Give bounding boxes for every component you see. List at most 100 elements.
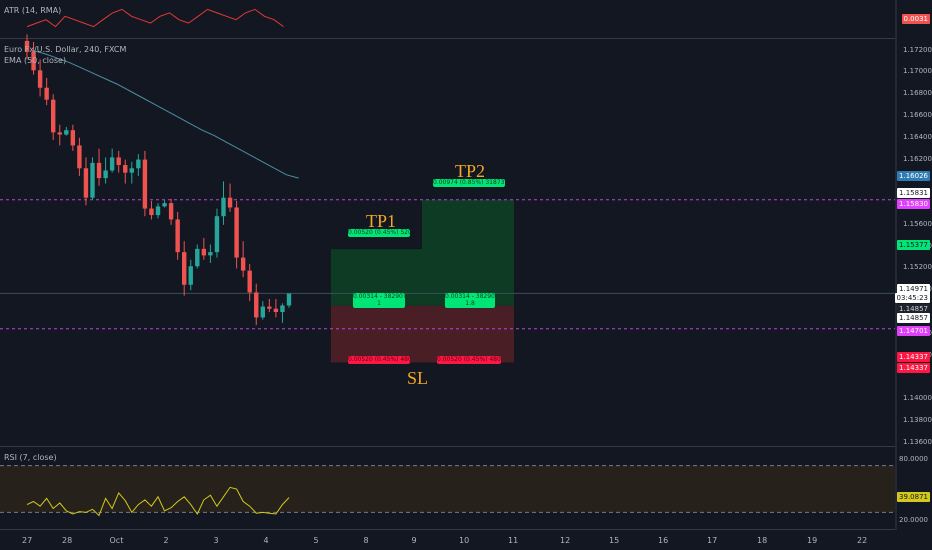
atr-value-tag: 0.0031 xyxy=(901,14,930,24)
price-tag: 1.15831 xyxy=(897,188,930,198)
price-tag: 1.14857 xyxy=(897,313,930,323)
time-axis-label: 19 xyxy=(807,536,818,545)
price-axis-label: 1.13800 xyxy=(903,415,932,424)
price-axis-label: 1.16800 xyxy=(903,89,932,98)
time-axis-label: 12 xyxy=(560,536,571,545)
time-axis-label: 10 xyxy=(459,536,470,545)
price-tag: 1.14337 xyxy=(897,352,930,362)
price-axis-label: 1.17000 xyxy=(903,67,932,76)
time-axis-label: 17 xyxy=(707,536,718,545)
candle-body xyxy=(168,203,174,220)
tp1-label: TP1 xyxy=(366,211,397,231)
price-axis-label: 1.15200 xyxy=(903,263,932,272)
price-axis-label: 1.16600 xyxy=(903,111,932,120)
candle-body xyxy=(31,51,36,71)
price-tag: 1.15830 xyxy=(897,199,930,209)
candle-body xyxy=(103,170,108,179)
rsi-level-20: 20.0000 xyxy=(899,516,928,524)
price-axis-label: 1.16400 xyxy=(903,132,932,141)
time-axis-label: 27 xyxy=(22,536,33,545)
time-axis-label: 18 xyxy=(757,536,768,545)
candle-body xyxy=(57,132,62,135)
candle-body xyxy=(149,208,154,216)
candle-body xyxy=(280,305,285,312)
candle-body xyxy=(162,203,167,207)
atr-title: ATR (14, RMA) xyxy=(4,6,62,15)
price-tag: 1.15377 xyxy=(897,240,930,250)
candle-body xyxy=(227,197,233,208)
price-tag: 1.16026 xyxy=(897,171,930,181)
time-axis-label: 3 xyxy=(213,536,219,545)
candle-body xyxy=(286,293,292,306)
candle-body xyxy=(44,87,49,100)
rsi-level-80: 80.0000 xyxy=(899,455,928,463)
time-axis-label: 4 xyxy=(263,536,269,545)
candle-body xyxy=(129,168,134,173)
price-axis-label: 1.13600 xyxy=(903,437,932,446)
candle-body xyxy=(51,99,56,133)
price-axis-label: 1.15600 xyxy=(903,219,932,228)
sl2-info-box: 0.00520 (0.45%) 48000 xyxy=(437,356,501,364)
candle-body xyxy=(267,306,272,309)
tp2-label: TP2 xyxy=(455,161,486,181)
rsi-value-tag: 39.0871 xyxy=(897,492,930,502)
time-axis-label: 2 xyxy=(163,536,169,545)
price-axis-label: 1.17200 xyxy=(903,45,932,54)
ema-title[interactable]: EMA (50, close) xyxy=(4,56,67,65)
candle-body xyxy=(214,216,220,253)
ema-line xyxy=(33,50,299,179)
sl-label: SL xyxy=(407,368,429,388)
candle-body xyxy=(90,162,95,198)
candle-body xyxy=(70,130,76,146)
candle-body xyxy=(123,165,128,173)
time-axis-label: 16 xyxy=(658,536,669,545)
price-tag: 03:45:23 xyxy=(894,293,930,303)
candle-body xyxy=(273,308,279,312)
candle-body xyxy=(260,306,265,318)
candle-body xyxy=(96,162,102,179)
price-tag: 1.14337 xyxy=(897,363,930,373)
rsi-title[interactable]: RSI (7, close) xyxy=(4,453,57,462)
price-tag: 1.14971 xyxy=(897,284,930,294)
rsi-band xyxy=(0,465,895,513)
candle-body xyxy=(201,248,207,256)
candle-body xyxy=(247,270,252,293)
atr-line xyxy=(26,8,284,28)
candle-body xyxy=(24,40,30,52)
candle-body xyxy=(254,292,259,318)
candle-body xyxy=(142,159,148,209)
candle-body xyxy=(234,207,239,258)
time-axis-label: 11 xyxy=(508,536,519,545)
time-axis-label: 8 xyxy=(363,536,369,545)
candle-body xyxy=(116,157,121,166)
candle-body xyxy=(109,157,115,171)
candle-body xyxy=(37,70,43,88)
price-axis-label: 1.14000 xyxy=(903,394,932,403)
candle-body xyxy=(221,197,226,217)
time-axis-label: 5 xyxy=(313,536,319,545)
symbol-title[interactable]: Euro Fx/U.S. Dollar, 240, FXCM xyxy=(4,45,127,54)
time-axis-label: 22 xyxy=(857,536,868,545)
candle-body xyxy=(240,257,246,271)
time-axis-label: 15 xyxy=(609,536,620,545)
candle-body xyxy=(182,252,187,285)
tp2-zone xyxy=(422,199,514,306)
candle-body xyxy=(188,266,193,285)
price-tag: 1.14701 xyxy=(897,326,930,336)
sl1-info-box: 0.00520 (0.45%) 48000 xyxy=(348,356,410,364)
time-axis-label: Oct xyxy=(109,536,124,545)
candle-body xyxy=(77,145,82,169)
tp1-info-box: 0.00520 (0.45%) 52000 xyxy=(348,229,410,237)
candle-body xyxy=(83,168,89,198)
rsi-line xyxy=(26,486,290,517)
time-axis-label: 28 xyxy=(62,536,73,545)
candle-body xyxy=(64,130,69,135)
tp2-info-box: 0.00974 (0.85%) 31873.07 xyxy=(433,179,505,187)
price-axis-label: 1.16200 xyxy=(903,154,932,163)
time-axis-label: 9 xyxy=(411,536,417,545)
candle-body xyxy=(136,159,141,169)
entry2-info-box: 0.00314 - 38290? 1.8 xyxy=(445,293,495,308)
candle-body xyxy=(195,248,200,267)
sl-zone xyxy=(331,305,514,363)
